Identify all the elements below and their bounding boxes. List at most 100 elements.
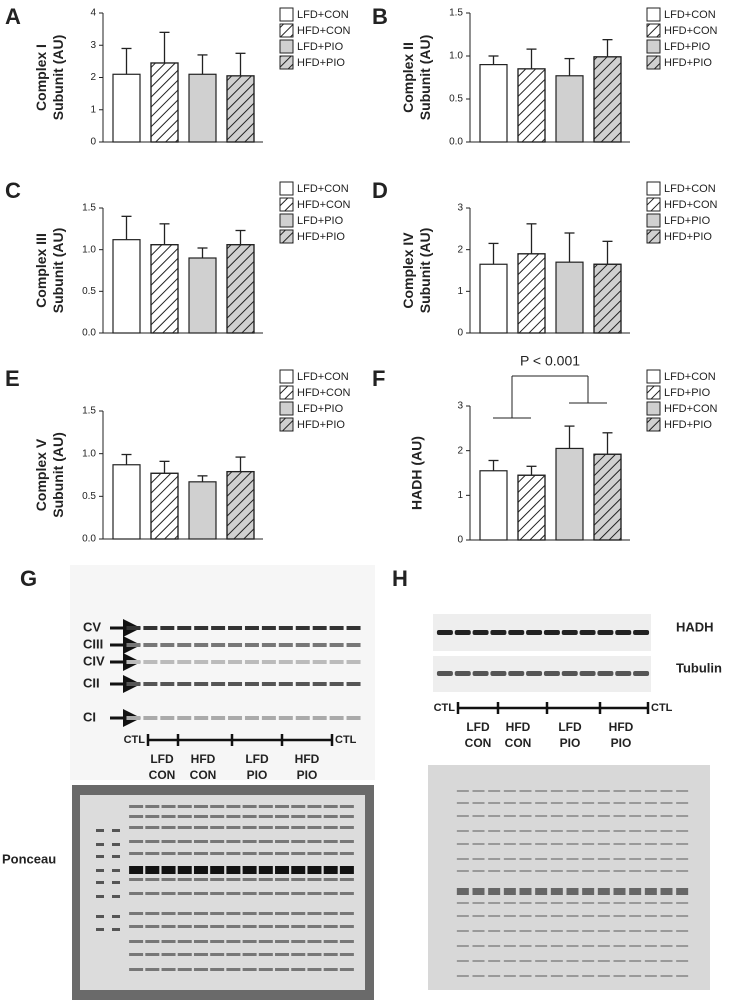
- ponceau-band: [472, 843, 485, 845]
- ladder-band: [112, 855, 120, 858]
- blot-band: [177, 716, 192, 720]
- ponceau-band: [275, 840, 290, 843]
- ponceau-band: [291, 912, 306, 915]
- ponceau-band: [660, 802, 673, 804]
- ponceau-band: [145, 968, 160, 971]
- ponceau-band: [488, 870, 501, 872]
- ponceau-band: [339, 805, 354, 808]
- blot-band: [228, 643, 243, 647]
- legend-swatch-hatch: [279, 23, 294, 38]
- ponceau-band: [535, 915, 548, 917]
- ponceau-band: [323, 968, 338, 971]
- blot-band: [228, 626, 243, 630]
- ponceau-band: [535, 802, 548, 804]
- ponceau-band: [503, 802, 516, 804]
- ponceau-band: [519, 870, 532, 872]
- ponceau-band: [613, 790, 626, 792]
- bar: [112, 464, 141, 540]
- blot-band: [579, 630, 596, 635]
- ponceau-band: [291, 878, 306, 881]
- ponceau-band: [456, 888, 469, 895]
- ponceau-band: [193, 852, 208, 855]
- ponceau-band: [129, 940, 144, 943]
- ponceau-band: [210, 852, 225, 855]
- legend-swatch-hatch: [646, 197, 661, 212]
- ponceau-band: [323, 912, 338, 915]
- ponceau-band: [210, 912, 225, 915]
- ponceau-band: [307, 968, 322, 971]
- ponceau-band: [535, 870, 548, 872]
- ponceau-band: [177, 805, 192, 808]
- ponceau-band: [676, 870, 689, 872]
- ponceau-band: [145, 912, 160, 915]
- ponceau-band: [519, 930, 532, 932]
- ponceau-band: [129, 912, 144, 915]
- ponceau-band: [488, 830, 501, 832]
- ponceau-band: [488, 888, 501, 895]
- ponceau-band: [472, 815, 485, 817]
- blot-band: [543, 630, 560, 635]
- ponceau-band: [503, 790, 516, 792]
- ponceau-band: [519, 830, 532, 832]
- ponceau-band: [258, 840, 273, 843]
- ponceau-band: [597, 888, 610, 895]
- ponceau-band: [242, 940, 257, 943]
- bar: [188, 257, 217, 334]
- ponceau-band: [644, 790, 657, 792]
- blot-band: [211, 682, 226, 686]
- ponceau-band: [145, 815, 160, 818]
- panel-letter: A: [5, 4, 21, 29]
- blot-band: [194, 643, 209, 647]
- legend-swatch-hatch: [646, 23, 661, 38]
- bar: [479, 63, 508, 143]
- blot-band: [143, 682, 158, 686]
- annotation: P < 0.001: [520, 353, 580, 369]
- ponceau-band: [210, 953, 225, 956]
- ponceau-band: [644, 870, 657, 872]
- ponceau-band: [582, 858, 595, 860]
- ponceau-band: [258, 805, 273, 808]
- y-axis-label: Subunit (AU): [50, 228, 66, 314]
- bar-hatch: [150, 62, 179, 143]
- legend-swatch-hatch: [279, 55, 294, 70]
- ponceau-band: [307, 866, 322, 874]
- ponceau-band: [535, 930, 548, 932]
- blot-band: [278, 643, 293, 647]
- ponceau-band: [582, 902, 595, 904]
- legend-label: HFD+PIO: [664, 57, 712, 69]
- ponceau-band: [242, 912, 257, 915]
- ponceau-band: [660, 902, 673, 904]
- ponceau-band: [566, 888, 579, 895]
- ponceau-band: [193, 826, 208, 829]
- ponceau-band: [550, 975, 563, 977]
- blot-band: [194, 626, 209, 630]
- ponceau-band: [339, 840, 354, 843]
- ponceau-band: [226, 940, 241, 943]
- ponceau-band: [307, 805, 322, 808]
- blot-band: [177, 660, 192, 664]
- y-axis-label: HADH (AU): [409, 436, 425, 510]
- panel-letter: G: [20, 566, 37, 591]
- y-tick-label: 1.5: [82, 203, 96, 214]
- end-label: CTL: [335, 734, 357, 746]
- ladder-band: [112, 843, 120, 846]
- blot-band: [177, 643, 192, 647]
- ponceau-band: [291, 892, 306, 895]
- ponceau-band: [193, 866, 208, 874]
- ponceau-band: [582, 915, 595, 917]
- ponceau-band: [566, 975, 579, 977]
- ponceau-band: [129, 805, 144, 808]
- panel-letter: C: [5, 178, 21, 203]
- ladder-band: [112, 928, 120, 931]
- bar: [112, 73, 141, 143]
- legend-label: LFD+PIO: [297, 403, 344, 415]
- blot-band: [312, 660, 327, 664]
- blot-band: [346, 716, 361, 720]
- ponceau-band: [258, 815, 273, 818]
- end-label: CTL: [434, 702, 456, 714]
- bar-hatch: [517, 253, 546, 334]
- ponceau-band: [177, 878, 192, 881]
- bar: [188, 481, 217, 540]
- ponceau-band: [456, 815, 469, 817]
- ponceau-band: [472, 960, 485, 962]
